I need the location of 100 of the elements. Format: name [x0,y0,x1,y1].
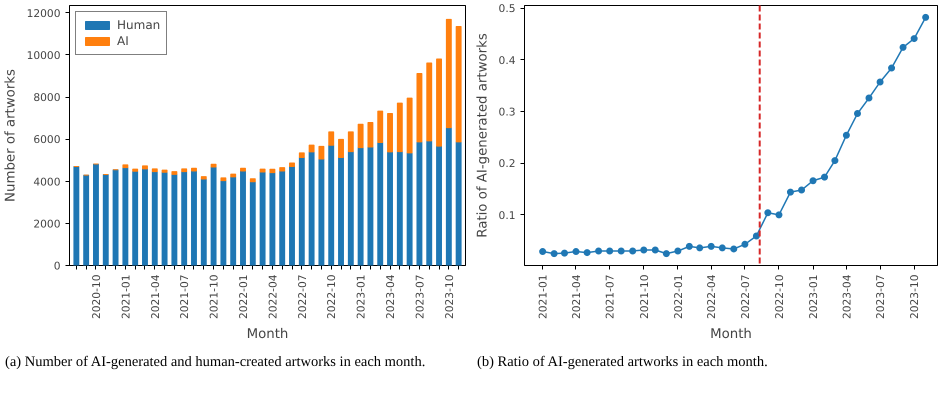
x-tick-label: 2023-01 [807,274,820,320]
bar [191,168,197,172]
bar [387,151,393,266]
point [606,248,614,255]
bar [406,152,413,266]
bar [318,158,324,266]
y-tick-label: 6000 [33,133,61,146]
bar [230,174,236,178]
point [810,177,817,184]
bar [181,168,188,172]
x-tick-label: 2021-07 [178,274,192,320]
bar [338,157,344,266]
bar [260,172,266,266]
point [922,14,930,21]
legend-label: AI [117,34,130,48]
bar [446,18,452,128]
bar [416,73,422,142]
x-tick-label: 2021-01 [536,274,550,320]
bar [171,174,178,266]
x-axis-title: Month [246,327,288,342]
bar [358,124,364,148]
x-tick-label: 2022-07 [738,274,752,320]
x-tick-label: 2023-01 [354,274,368,320]
bar [456,141,462,266]
x-tick-label: 2022-07 [296,274,309,320]
point [629,248,636,255]
bar [348,131,354,152]
text: (a) Number of AI-generated and human-created artworks in each month. [5,354,426,372]
bar [426,140,432,266]
bar [279,167,286,172]
bar [426,62,432,142]
point [595,248,602,255]
x-tick-label: 2022-10 [772,274,786,320]
point [718,244,726,252]
point [764,209,772,216]
y-tick-label: 0.1 [498,208,516,222]
bar [210,164,217,168]
bar [446,127,452,266]
y-tick-label: 0.2 [498,157,516,170]
bar [122,167,128,266]
bar [269,168,276,174]
bar [162,172,168,266]
point [888,64,896,72]
x-tick-label: 2020-10 [90,274,103,320]
bar [456,26,462,142]
bar [250,181,256,266]
bar [308,151,315,266]
point [640,246,648,254]
bar [289,166,295,266]
point [842,132,850,139]
point [584,249,591,256]
y-tick-label: 8000 [33,91,61,104]
y-axis-title: Number of artworks [4,68,19,202]
bar [318,146,324,160]
x-tick-label: 2021-01 [119,274,132,320]
bar [122,164,128,168]
bar [200,178,207,266]
bar [406,98,413,154]
point [686,242,693,250]
bar [338,138,344,158]
bar [240,168,246,172]
point [775,211,782,218]
y-tick-label: 0 [54,260,61,272]
text: (b) Ratio of AI-generated artworks in each month. [477,354,768,372]
y-tick-label: 12000 [26,6,61,20]
bar [387,113,393,152]
point [900,44,907,51]
legend-label: Human [117,18,160,32]
point [741,240,748,248]
bar [210,166,217,266]
bar [93,164,99,266]
bar [377,142,384,266]
bar [416,141,422,266]
x-tick-label: 2022-04 [705,274,718,320]
bar [396,102,403,152]
point [561,250,568,257]
x-tick-label: 2022-01 [236,274,250,320]
bar [142,168,148,266]
point [730,245,738,252]
bar [132,170,138,266]
bar [83,174,90,266]
point [708,242,715,250]
point [854,110,861,118]
bar [269,172,276,266]
point [910,35,918,42]
y-tick-label: 10000 [26,48,61,62]
bar [112,169,119,266]
y-axis-title: Ratio of AI-generated artworks [476,33,491,238]
bar [308,144,315,152]
bar [200,176,207,180]
bar [142,165,148,170]
bar [240,170,246,266]
bar [152,168,158,172]
x-tick-label: 2023-04 [384,274,398,320]
x-tick-label: 2023-07 [413,274,426,320]
bar [328,131,334,146]
x-tick-label: 2021-04 [570,274,583,320]
bar [102,174,109,266]
bar [377,110,384,144]
bar [230,176,236,266]
